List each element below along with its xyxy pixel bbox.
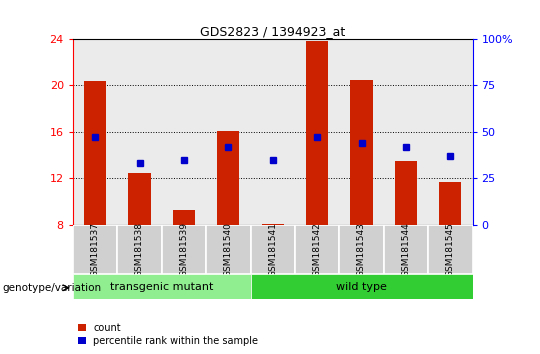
Bar bbox=[206, 225, 251, 274]
Bar bbox=[84, 81, 106, 225]
Text: GSM181543: GSM181543 bbox=[357, 222, 366, 277]
Text: GSM181541: GSM181541 bbox=[268, 222, 277, 277]
Legend: count, percentile rank within the sample: count, percentile rank within the sample bbox=[78, 323, 258, 346]
Bar bbox=[217, 131, 239, 225]
Bar bbox=[439, 182, 461, 225]
Bar bbox=[261, 224, 284, 225]
Bar bbox=[73, 274, 251, 299]
Bar bbox=[350, 80, 373, 225]
Bar bbox=[173, 210, 195, 225]
Bar bbox=[428, 225, 472, 274]
Bar bbox=[395, 161, 417, 225]
Bar bbox=[251, 225, 295, 274]
Text: genotype/variation: genotype/variation bbox=[3, 283, 102, 293]
Text: GSM181539: GSM181539 bbox=[179, 222, 188, 277]
Text: transgenic mutant: transgenic mutant bbox=[110, 282, 213, 292]
Bar bbox=[339, 225, 384, 274]
Text: wild type: wild type bbox=[336, 282, 387, 292]
Bar bbox=[129, 172, 151, 225]
Bar bbox=[295, 225, 339, 274]
Bar bbox=[117, 225, 161, 274]
Bar bbox=[306, 41, 328, 225]
Text: GSM181537: GSM181537 bbox=[91, 222, 99, 277]
Bar bbox=[161, 225, 206, 274]
Bar bbox=[251, 274, 472, 299]
Text: GSM181545: GSM181545 bbox=[446, 222, 455, 277]
Text: GSM181544: GSM181544 bbox=[401, 222, 410, 277]
Bar bbox=[73, 225, 117, 274]
Title: GDS2823 / 1394923_at: GDS2823 / 1394923_at bbox=[200, 25, 345, 38]
Text: GSM181540: GSM181540 bbox=[224, 222, 233, 277]
Text: GSM181542: GSM181542 bbox=[313, 222, 322, 277]
Text: GSM181538: GSM181538 bbox=[135, 222, 144, 277]
Bar bbox=[384, 225, 428, 274]
